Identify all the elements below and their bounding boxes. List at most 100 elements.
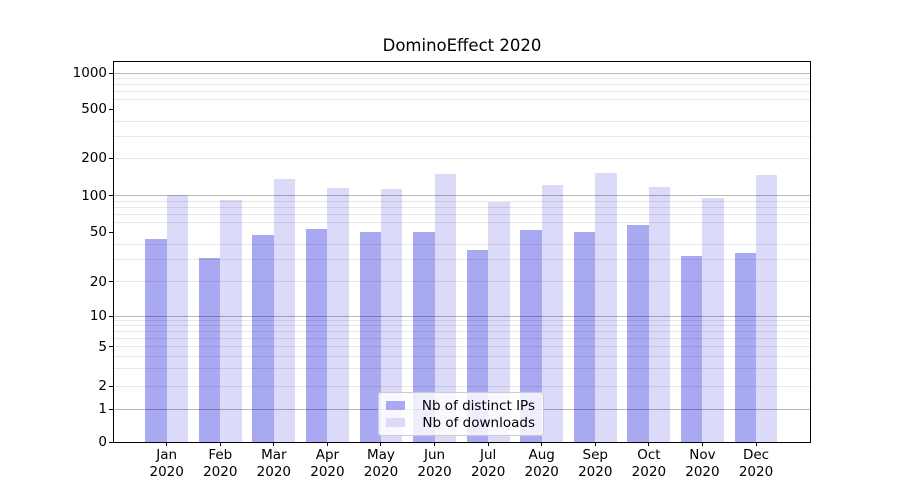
legend-label-distinct-ips: Nb of distinct IPs <box>421 397 535 414</box>
y-tick-label: 1 <box>98 401 107 417</box>
y-tick-mark <box>109 195 113 197</box>
bar-distinct-ips-may <box>359 232 381 442</box>
legend-swatch-distinct-ips <box>386 401 405 410</box>
bar-downloads-mar <box>273 178 296 442</box>
y-tick-mark <box>109 108 113 110</box>
y-gridline-minor <box>114 368 810 370</box>
x-tick-label-oct: Oct 2020 <box>631 447 667 480</box>
bar-downloads-nov <box>702 198 724 442</box>
y-tick-label: 500 <box>81 101 107 118</box>
bar-distinct-ips-mar <box>252 234 274 442</box>
legend-row-distinct-ips: Nb of distinct IPs <box>386 397 535 414</box>
x-tick-label-jan: Jan 2020 <box>149 447 184 480</box>
x-tick-label-jun: Jun 2020 <box>417 447 452 480</box>
y-tick-mark <box>109 408 113 410</box>
legend: Nb of distinct IPs Nb of downloads <box>378 392 544 436</box>
y-gridline-minor <box>114 243 810 245</box>
x-tick-label-dec: Dec 2020 <box>738 447 774 480</box>
x-tick-label-jul: Jul 2020 <box>470 447 506 480</box>
x-tick-label-aug: Aug 2020 <box>524 447 559 480</box>
y-tick-mark <box>109 346 113 347</box>
y-gridline-minor <box>114 259 810 261</box>
y-tick-mark <box>109 441 113 443</box>
y-gridline-minor <box>114 99 810 101</box>
x-tick-mark <box>755 442 757 446</box>
y-tick-label: 200 <box>81 150 107 167</box>
bar-distinct-ips-jun <box>413 232 435 442</box>
x-tick-mark <box>166 442 168 446</box>
x-tick-mark <box>594 442 596 446</box>
x-tick-mark <box>648 442 650 446</box>
y-tick-mark <box>109 72 113 74</box>
bar-distinct-ips-aug <box>520 230 542 442</box>
y-tick-mark <box>109 157 113 159</box>
y-tick-label: 20 <box>89 273 107 290</box>
y-tick-label: 10 <box>89 308 107 324</box>
bar-downloads-sep <box>595 173 617 442</box>
x-tick-mark <box>487 442 489 446</box>
bar-downloads-dec <box>756 175 778 442</box>
x-tick-mark <box>541 442 543 446</box>
y-gridline-minor <box>114 385 810 387</box>
y-gridline-minor <box>114 120 810 122</box>
bar-downloads-oct <box>648 187 671 442</box>
x-tick-label-sep: Sep 2020 <box>578 447 613 480</box>
y-tick-label: 2 <box>98 378 107 394</box>
bar-distinct-ips-jan <box>145 239 167 442</box>
bar-distinct-ips-feb <box>198 258 221 442</box>
y-tick-mark <box>109 281 113 283</box>
y-gridline-minor <box>114 337 810 339</box>
bar-downloads-feb <box>220 200 242 442</box>
y-gridline-minor <box>114 222 810 224</box>
y-gridline-minor <box>114 200 810 202</box>
x-tick-label-nov: Nov 2020 <box>685 447 720 480</box>
bar-downloads-aug <box>541 184 564 442</box>
y-gridline-minor <box>114 78 810 80</box>
y-tick-mark <box>109 385 113 387</box>
y-gridline-major <box>114 315 810 317</box>
x-tick-mark <box>380 442 382 446</box>
bar-distinct-ips-dec <box>734 253 756 442</box>
bar-distinct-ips-nov <box>681 256 703 442</box>
x-tick-mark <box>434 442 436 446</box>
y-gridline-minor <box>114 84 810 86</box>
x-tick-mark <box>273 442 275 446</box>
x-tick-label-feb: Feb 2020 <box>203 447 238 480</box>
x-tick-label-mar: Mar 2020 <box>256 447 292 480</box>
y-gridline-major <box>114 195 810 197</box>
x-tick-mark <box>701 442 703 446</box>
y-tick-label: 5 <box>98 338 107 355</box>
y-tick-mark <box>109 315 113 317</box>
y-tick-label: 1000 <box>72 65 107 82</box>
y-gridline-minor <box>114 325 810 327</box>
y-tick-label: 50 <box>89 224 107 241</box>
y-gridline-minor <box>114 331 810 333</box>
y-gridline-minor <box>114 346 810 347</box>
bar-distinct-ips-oct <box>627 225 649 442</box>
bar-distinct-ips-sep <box>573 232 596 442</box>
x-tick-label-may: May 2020 <box>363 447 399 480</box>
y-gridline-minor <box>114 91 810 93</box>
bar-downloads-jun <box>434 173 456 442</box>
y-gridline-minor <box>114 320 810 322</box>
y-tick-label: 0 <box>98 434 107 450</box>
chart-title: DominoEffect 2020 <box>382 36 542 55</box>
y-gridline-minor <box>114 281 810 283</box>
x-tick-mark <box>326 442 328 446</box>
bar-distinct-ips-apr <box>305 229 328 442</box>
bar-downloads-apr <box>327 187 349 442</box>
bar-downloads-jul <box>488 201 510 442</box>
x-tick-mark <box>219 442 221 446</box>
bar-downloads-jan <box>166 194 189 442</box>
y-gridline-major <box>114 72 810 74</box>
y-tick-mark <box>109 231 113 233</box>
y-gridline-minor <box>114 355 810 357</box>
legend-row-downloads: Nb of downloads <box>386 415 535 431</box>
bar-downloads-may <box>380 189 403 442</box>
legend-swatch-downloads <box>386 418 405 427</box>
y-gridline-minor <box>114 214 810 216</box>
x-tick-label-apr: Apr 2020 <box>310 447 345 480</box>
y-tick-label: 100 <box>81 187 107 204</box>
y-gridline-minor <box>114 136 810 138</box>
